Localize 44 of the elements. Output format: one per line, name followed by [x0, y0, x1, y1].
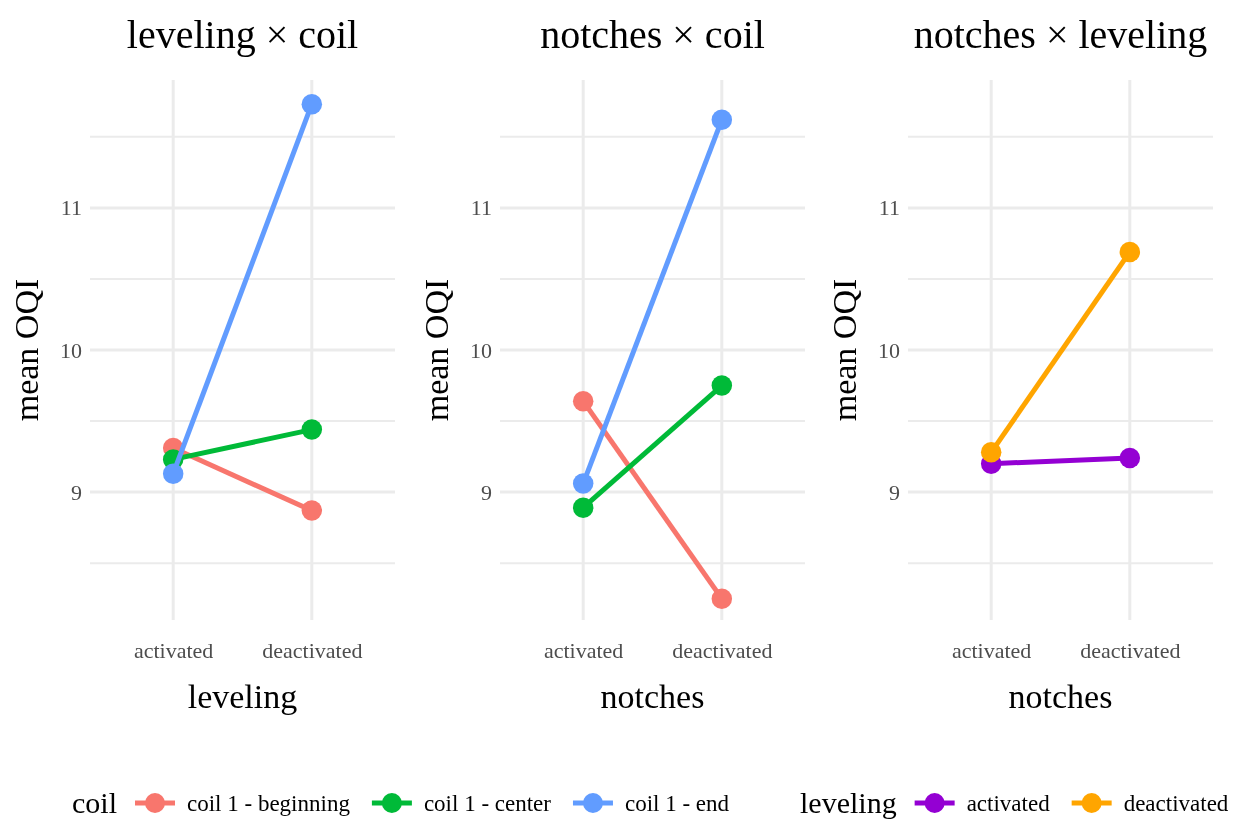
point — [572, 390, 594, 412]
x-tick-label: deactivated — [672, 637, 773, 663]
x-tick-label: activated — [543, 637, 624, 663]
point — [711, 588, 733, 609]
legend-label: coil 1 - center — [423, 791, 552, 816]
y-tick-label: 10 — [878, 337, 900, 363]
legend-title: coil — [72, 786, 117, 819]
y-tick-label: 9 — [71, 479, 82, 505]
x-tick-label: deactivated — [262, 637, 363, 663]
point — [301, 500, 323, 521]
point — [572, 497, 594, 518]
chart-title: notches × coil — [540, 12, 765, 57]
legend-label: coil 1 - beginning — [187, 791, 351, 816]
chart-title: leveling × coil — [126, 12, 359, 57]
x-axis-title: notches — [600, 678, 705, 715]
y-tick-label: 11 — [878, 195, 900, 221]
point — [301, 93, 323, 115]
point — [980, 442, 1002, 463]
chart-title: notches × leveling — [913, 12, 1208, 57]
legend-label: activated — [966, 791, 1051, 816]
legend-title: leveling — [800, 786, 897, 819]
y-tick-label: 10 — [470, 337, 492, 363]
point — [1119, 241, 1141, 263]
x-tick-label: activated — [133, 637, 214, 663]
y-tick-label: 10 — [60, 337, 82, 363]
y-axis-title: mean OQI — [418, 278, 455, 422]
x-tick-label: activated — [951, 637, 1032, 663]
y-axis-title: mean OQI — [826, 278, 863, 422]
x-tick-label: deactivated — [1080, 637, 1181, 663]
y-tick-label: 11 — [470, 195, 492, 221]
point — [301, 419, 323, 440]
point — [162, 463, 184, 484]
x-axis-title: leveling — [187, 678, 298, 715]
legend-label: coil 1 - end — [624, 791, 730, 816]
y-tick-label: 9 — [889, 479, 900, 505]
x-axis-title: notches — [1008, 678, 1113, 715]
point — [711, 375, 733, 396]
y-tick-label: 9 — [481, 479, 492, 505]
point — [711, 109, 733, 131]
legend-label: deactivated — [1123, 791, 1229, 816]
y-axis-title: mean OQI — [8, 278, 45, 422]
point — [1119, 447, 1141, 469]
y-tick-label: 11 — [60, 195, 82, 221]
point — [572, 473, 594, 494]
